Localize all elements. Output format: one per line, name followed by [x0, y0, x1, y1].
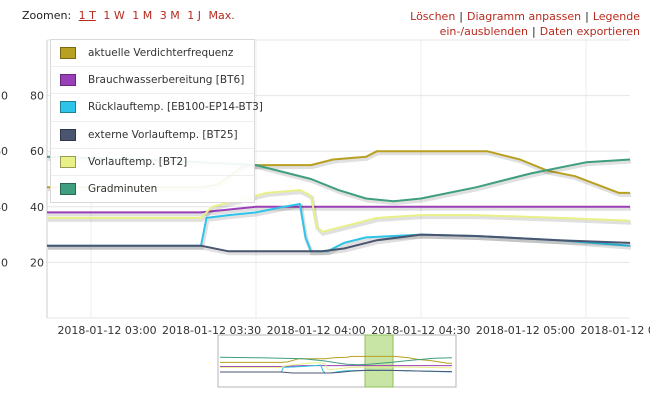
chart-legend: aktuelle Verdichterfrequenz Brauchwasser… — [50, 39, 263, 204]
separator: | — [532, 25, 536, 38]
y-tick-label: 40 — [30, 201, 44, 214]
legend-item-compressor-frequency[interactable]: aktuelle Verdichterfrequenz — [51, 40, 254, 68]
y-axis-ticks: 80 60 40 20 0 60 40 20 — [0, 90, 44, 270]
x-tick-label: 2018-01-12 05:00 — [476, 324, 575, 337]
series-shadow — [48, 206, 631, 217]
zoom-option-1w[interactable]: 1 W — [103, 9, 125, 22]
navigator[interactable] — [217, 334, 457, 388]
legend-item-label: Vorlauftemp. [BT2] — [88, 155, 188, 168]
toggle-legend-link[interactable]: Legende ein-/ausblenden — [439, 10, 640, 38]
navigator-selection[interactable] — [364, 334, 394, 388]
zoom-option-max[interactable]: Max. — [208, 9, 235, 22]
legend-item-label: Rücklauftemp. [EB100-EP14-BT3] — [88, 101, 263, 114]
legend-item-external-flow-temp[interactable]: externe Vorlauftemp. [BT25] — [51, 122, 254, 149]
y-tick-label: 60 — [30, 145, 44, 158]
zoom-option-1j[interactable]: 1 J — [187, 9, 201, 22]
x-tick-label: 2018-01-12 04:00 — [267, 324, 366, 337]
secondary-y-tick-label: 20 — [0, 256, 8, 269]
legend-swatch — [60, 128, 76, 141]
legend-item-degree-minutes[interactable]: Gradminuten — [51, 176, 254, 202]
x-tick-label: 2018-01-12 04:30 — [371, 324, 470, 337]
legend-item-return-temp[interactable]: Rücklauftemp. [EB100-EP14-BT3] — [51, 94, 263, 122]
series-shadow — [48, 234, 632, 256]
chart-toolbar: Zoomen: 1 T 1 W 1 M 3 M 1 J Max. Löschen… — [0, 0, 650, 38]
series-line-3 — [47, 233, 631, 253]
navigator-line-5 — [219, 356, 453, 366]
navigator-frame — [217, 334, 457, 388]
legend-item-label: Brauchwasserbereitung [BT6] — [88, 74, 245, 87]
series-line-4 — [47, 189, 631, 233]
separator: | — [459, 10, 464, 23]
zoom-option-1m[interactable]: 1 M — [132, 9, 153, 22]
x-tick-label: 2018-01-12 03:00 — [57, 324, 156, 337]
y-tick-label: 80 — [30, 90, 44, 103]
legend-swatch — [60, 101, 76, 114]
navigator-series — [219, 355, 453, 374]
legend-item-label: externe Vorlauftemp. [BT25] — [88, 128, 238, 141]
zoom-controls: Zoomen: 1 T 1 W 1 M 3 M 1 J Max. — [22, 9, 239, 22]
zoom-option-1t[interactable]: 1 T — [78, 9, 96, 22]
zoom-label: Zoomen: — [22, 9, 72, 22]
y-tick-label: 20 — [30, 256, 44, 269]
delete-link[interactable]: Löschen — [410, 10, 456, 23]
secondary-y-tick-label: 0 — [1, 90, 8, 103]
legend-item-flow-temp[interactable]: Vorlauftemp. [BT2] — [51, 149, 254, 176]
legend-swatch — [60, 155, 76, 168]
navigator-line-3 — [220, 369, 453, 374]
secondary-y-tick-label: 40 — [0, 201, 8, 214]
export-data-link[interactable]: Daten exportieren — [539, 25, 640, 38]
x-axis-ticks: 2018-01-12 03:00 2018-01-12 03:30 2018-01-… — [57, 324, 650, 337]
legend-swatch — [60, 74, 76, 87]
x-tick-label: 2018-01-12 05:30 — [580, 324, 650, 337]
navigator-line-0 — [220, 355, 452, 364]
legend-item-label: Gradminuten — [88, 183, 158, 196]
legend-swatch — [60, 183, 76, 196]
navigator-line-4 — [220, 362, 453, 371]
legend-item-hot-water[interactable]: Brauchwasserbereitung [BT6] — [51, 67, 254, 95]
customize-chart-link[interactable]: Diagramm anpassen — [467, 10, 582, 23]
zoom-option-3m[interactable]: 3 M — [159, 9, 180, 22]
legend-swatch — [60, 47, 76, 60]
separator: | — [585, 10, 589, 23]
secondary-y-tick-label: 60 — [0, 145, 8, 158]
x-tick-label: 2018-01-12 03:30 — [162, 324, 261, 337]
chart-actions: Löschen | Diagramm anpassen | Legende ein-/a… — [280, 9, 640, 39]
legend-item-label: aktuelle Verdichterfrequenz — [88, 47, 234, 60]
